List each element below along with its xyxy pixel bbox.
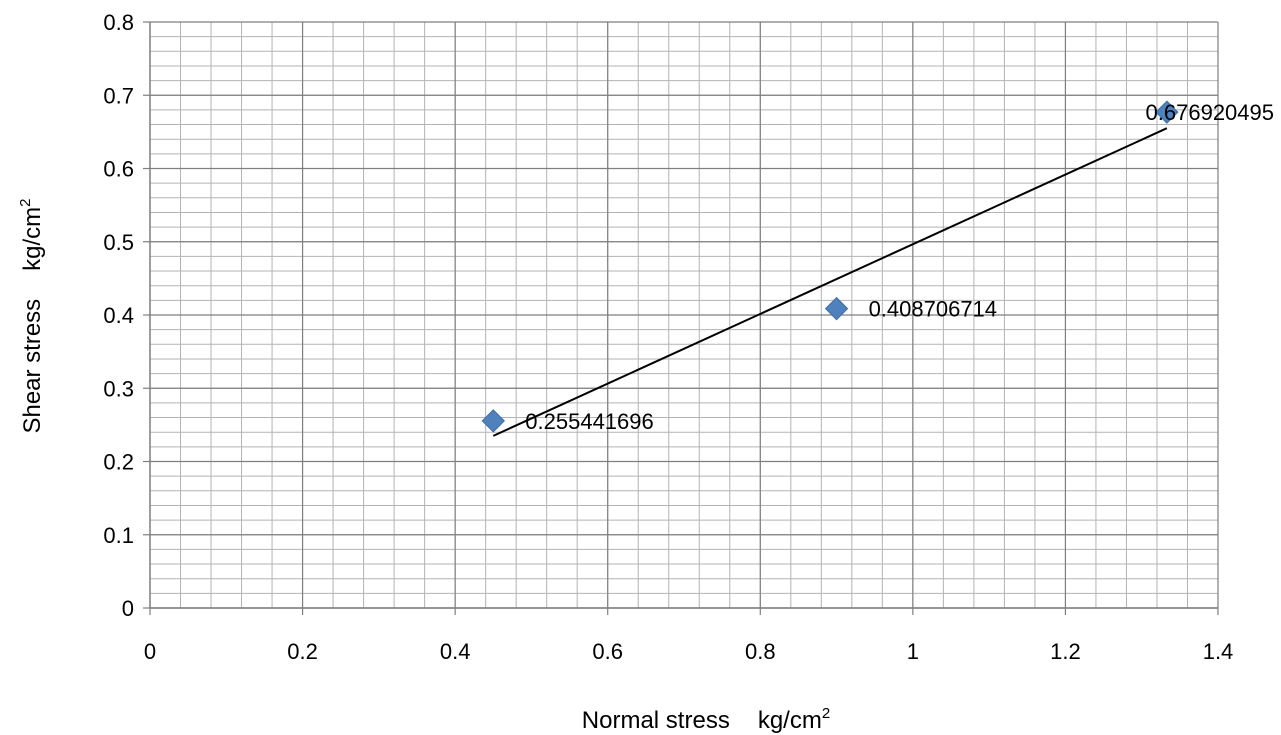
data-label: 0.255441696 <box>525 409 653 434</box>
y-tick-label: 0.3 <box>103 376 134 401</box>
x-axis-title: Normal stress kg/cm2 <box>582 705 830 734</box>
y-tick-label: 0 <box>122 596 134 621</box>
y-axis-unit: kg/cm <box>19 207 46 271</box>
x-tick-label: 0.8 <box>745 639 776 664</box>
x-tick-labels: 0 0.2 0.4 0.6 0.8 1 1.2 1.4 <box>144 639 1233 664</box>
x-axis-label: Normal stress <box>582 707 730 734</box>
y-tick-label: 0.2 <box>103 450 134 475</box>
x-tick-label: 0 <box>144 639 156 664</box>
y-tick-label: 0.8 <box>103 10 134 35</box>
trendline-group <box>492 127 1168 437</box>
data-label: 0.676920495 <box>1146 100 1274 125</box>
major-gridlines <box>149 21 1219 609</box>
data-labels: 0.255441696 0.408706714 0.676920495 <box>525 100 1274 434</box>
data-point-diamond <box>824 296 849 321</box>
data-label: 0.408706714 <box>869 297 997 322</box>
axes <box>143 21 1219 615</box>
y-axis-title: Shear stress kg/cm2 <box>17 198 46 433</box>
x-tick-label: 0.2 <box>287 639 318 664</box>
x-tick-label: 1 <box>907 639 919 664</box>
data-point-diamond <box>481 409 505 433</box>
x-tick-label: 1.2 <box>1050 639 1081 664</box>
y-axis-label: Shear stress <box>19 299 46 434</box>
x-tick-label: 1.4 <box>1203 639 1234 664</box>
x-tick-label: 0.6 <box>592 639 623 664</box>
data-point-diamond <box>1155 100 1179 124</box>
y-tick-label: 0.7 <box>103 83 134 108</box>
x-axis-unit-superscript: 2 <box>822 705 830 722</box>
y-tick-label: 0.1 <box>103 523 134 548</box>
y-axis-unit-superscript: 2 <box>17 198 34 206</box>
y-tick-label: 0.4 <box>103 303 134 328</box>
y-tick-labels: 0 0.1 0.2 0.3 0.4 0.5 0.6 0.7 0.8 <box>103 10 134 621</box>
y-tick-label: 0.6 <box>103 157 134 182</box>
x-axis-unit: kg/cm <box>758 707 822 734</box>
y-tick-label: 0.5 <box>103 230 134 255</box>
trendline <box>492 127 1168 437</box>
data-points <box>481 100 1179 433</box>
x-tick-label: 0.4 <box>440 639 471 664</box>
